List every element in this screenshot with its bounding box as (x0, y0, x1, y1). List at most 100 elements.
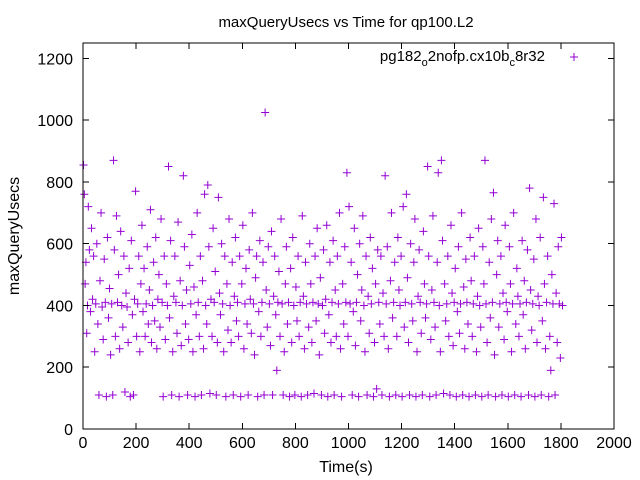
data-point (553, 338, 562, 347)
data-point (263, 323, 272, 332)
data-point (144, 320, 153, 329)
data-point (439, 389, 448, 398)
data-point (543, 252, 552, 261)
data-point (424, 252, 433, 261)
data-point (196, 252, 205, 261)
data-point (431, 323, 440, 332)
data-point (113, 298, 122, 307)
data-point (490, 350, 499, 359)
data-point (552, 289, 561, 298)
chart-title: maxQueryUsecs vs Time for qp100.L2 (218, 14, 473, 31)
data-point (330, 391, 339, 400)
data-point (154, 270, 163, 279)
data-point (426, 335, 435, 344)
data-point (247, 329, 256, 338)
data-point (252, 252, 261, 261)
data-point (371, 279, 380, 288)
data-point (442, 299, 451, 308)
data-point (339, 320, 348, 329)
data-point (272, 366, 281, 375)
data-point (388, 313, 397, 322)
data-point (188, 347, 197, 356)
data-point (405, 391, 414, 400)
points-layer (79, 108, 567, 401)
data-point (237, 279, 246, 288)
data-point (118, 323, 127, 332)
data-point (198, 276, 207, 285)
data-point (476, 323, 485, 332)
plot-border (82, 42, 615, 430)
x-axis: 0 200 400 600 800 1000 1200 1400 1600 1800 2000 (79, 43, 632, 452)
data-point (445, 391, 454, 400)
data-point (379, 289, 388, 298)
data-point (267, 227, 276, 236)
data-point (259, 258, 268, 267)
data-point (340, 242, 349, 251)
data-point (178, 301, 187, 310)
data-point (511, 320, 520, 329)
data-point (303, 391, 312, 400)
data-point (503, 307, 512, 316)
data-point (320, 329, 329, 338)
data-point (205, 389, 214, 398)
data-point (197, 391, 206, 400)
data-point (298, 211, 307, 220)
data-point (105, 284, 114, 293)
data-point (299, 292, 308, 301)
data-point (202, 320, 211, 329)
data-point (137, 221, 146, 230)
data-point (217, 239, 226, 248)
data-point (427, 286, 436, 295)
data-point (286, 264, 295, 273)
data-point (81, 279, 90, 288)
data-point (276, 332, 285, 341)
data-point (94, 391, 103, 400)
data-point (85, 245, 94, 254)
data-point (195, 332, 204, 341)
data-point (201, 301, 210, 310)
data-point (288, 233, 297, 242)
data-point (265, 299, 274, 308)
data-point (155, 323, 164, 332)
data-point (177, 341, 186, 350)
data-point (117, 301, 126, 310)
data-point (509, 208, 518, 217)
data-point (311, 252, 320, 261)
data-point (425, 392, 434, 401)
data-point (279, 391, 288, 400)
data-point (366, 233, 375, 242)
data-point (136, 279, 145, 288)
data-point (522, 298, 531, 307)
data-point (437, 156, 446, 165)
data-point (129, 391, 138, 400)
data-point (301, 258, 310, 267)
legend-label-part2: 2nofp.cx10b (428, 48, 510, 65)
data-point (326, 338, 335, 347)
data-point (555, 299, 564, 308)
data-point (416, 298, 425, 307)
data-point (143, 242, 152, 251)
data-point (227, 338, 236, 347)
data-point (528, 299, 537, 308)
data-point (230, 292, 239, 301)
data-point (488, 298, 497, 307)
data-point (461, 255, 470, 264)
data-point (474, 224, 483, 233)
data-point (215, 289, 224, 298)
data-point (193, 208, 202, 217)
data-point (367, 299, 376, 308)
data-point (418, 391, 427, 400)
data-point (145, 286, 154, 295)
data-point (274, 267, 283, 276)
data-point (242, 264, 251, 273)
data-point (358, 211, 367, 220)
data-point (372, 384, 381, 393)
data-point (233, 298, 242, 307)
data-point (142, 299, 151, 308)
data-point (546, 366, 555, 375)
data-point (523, 245, 532, 254)
data-point (452, 392, 461, 401)
x-tick-label: 800 (282, 435, 309, 452)
data-point (238, 221, 247, 230)
data-point (126, 392, 135, 401)
